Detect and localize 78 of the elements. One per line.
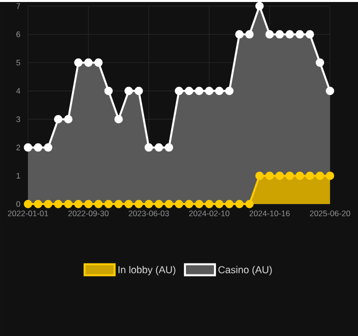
point bbox=[265, 30, 274, 39]
point bbox=[255, 172, 264, 180]
point bbox=[104, 86, 113, 96]
x-tick-label: 2022-09-30 bbox=[68, 210, 109, 216]
point bbox=[84, 58, 93, 67]
point bbox=[74, 200, 83, 208]
point bbox=[235, 30, 244, 39]
point bbox=[114, 114, 123, 124]
point bbox=[144, 143, 153, 152]
point bbox=[296, 172, 304, 180]
point bbox=[174, 200, 184, 208]
point bbox=[306, 30, 314, 39]
point bbox=[245, 200, 254, 208]
point bbox=[24, 200, 32, 208]
point bbox=[154, 200, 164, 208]
x-tick-label: 2024-02-10 bbox=[189, 210, 230, 216]
point bbox=[296, 30, 304, 39]
point bbox=[94, 200, 103, 208]
point bbox=[124, 86, 133, 96]
legend-label: In lobby (AU) bbox=[118, 266, 176, 276]
point bbox=[104, 200, 113, 208]
point bbox=[215, 86, 224, 96]
point bbox=[184, 200, 194, 208]
point bbox=[54, 114, 62, 124]
point bbox=[164, 143, 174, 152]
point bbox=[174, 86, 184, 96]
point bbox=[144, 200, 153, 208]
point bbox=[215, 200, 224, 208]
point bbox=[44, 200, 52, 208]
point bbox=[275, 30, 284, 39]
point bbox=[225, 86, 234, 96]
x-tick-label: 2025-06-20 bbox=[310, 210, 350, 216]
point bbox=[326, 172, 334, 180]
point bbox=[286, 172, 294, 180]
point bbox=[286, 30, 294, 39]
point bbox=[134, 200, 143, 208]
point bbox=[44, 143, 52, 152]
point bbox=[84, 200, 93, 208]
y-tick-label: 4 bbox=[16, 88, 20, 94]
point bbox=[24, 143, 32, 152]
point bbox=[245, 30, 254, 39]
point bbox=[265, 172, 274, 180]
point bbox=[275, 172, 284, 180]
point bbox=[194, 86, 204, 96]
legend-label: Casino (AU) bbox=[218, 266, 272, 276]
point bbox=[64, 200, 72, 208]
point bbox=[124, 200, 133, 208]
y-tick-label: 2 bbox=[16, 144, 20, 150]
point bbox=[205, 86, 214, 96]
point bbox=[184, 86, 194, 96]
y-tick-label: 5 bbox=[16, 60, 20, 66]
point bbox=[134, 86, 143, 96]
point bbox=[205, 200, 214, 208]
x-tick-label: 2023-06-03 bbox=[128, 210, 169, 216]
point bbox=[154, 143, 164, 152]
point bbox=[94, 58, 103, 67]
point bbox=[64, 114, 72, 124]
y-tick-label: 3 bbox=[16, 116, 20, 122]
point bbox=[255, 2, 264, 10]
point bbox=[306, 172, 314, 180]
point bbox=[54, 200, 62, 208]
y-tick-label: 7 bbox=[16, 3, 20, 9]
y-tick-label: 0 bbox=[16, 201, 20, 207]
y-tick-label: 1 bbox=[16, 173, 20, 179]
x-tick-label: 2022-01-01 bbox=[8, 210, 48, 216]
point bbox=[326, 86, 334, 96]
point bbox=[316, 58, 324, 67]
x-tick-label: 2024-10-16 bbox=[250, 210, 290, 216]
point bbox=[225, 200, 234, 208]
point bbox=[164, 200, 174, 208]
point bbox=[316, 172, 324, 180]
point bbox=[194, 200, 204, 208]
point bbox=[235, 200, 244, 208]
point bbox=[114, 200, 123, 208]
point bbox=[34, 200, 42, 208]
y-tick-label: 6 bbox=[16, 31, 20, 38]
point bbox=[34, 143, 42, 152]
point bbox=[74, 58, 83, 67]
